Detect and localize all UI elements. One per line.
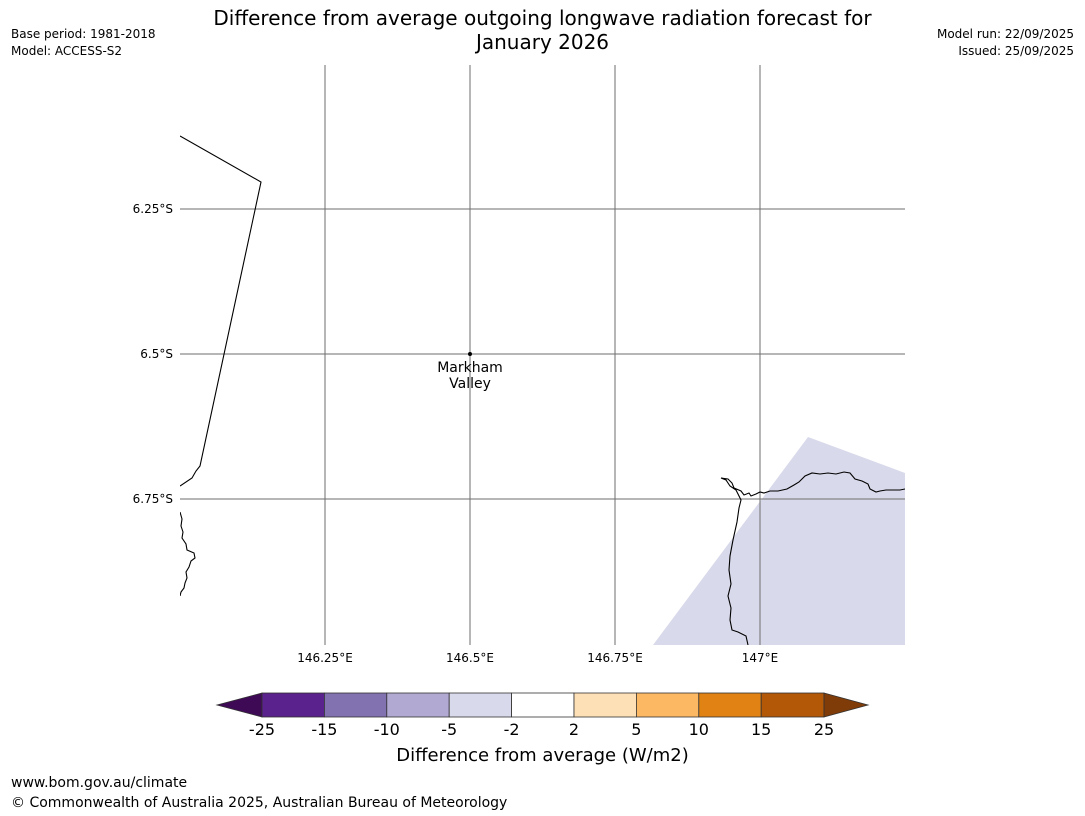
metadata-left: Base period: 1981-2018 Model: ACCESS-S2 [11, 26, 156, 60]
colorbar-extend-high [823, 692, 870, 718]
issued-date: Issued: 25/09/2025 [958, 44, 1074, 58]
colorbar-tick: -5 [441, 720, 458, 739]
place-name-line-2: Valley [449, 376, 491, 392]
model-run-date: Model run: 22/09/2025 [936, 27, 1074, 41]
colorbar-segment [760, 692, 825, 718]
province-boundary [180, 135, 262, 487]
lon-label-146-75e: 146.75°E [587, 651, 643, 665]
title-line-2: January 2026 [475, 30, 610, 54]
colorbar-tick: 15 [751, 720, 772, 739]
model-name: Model: ACCESS-S2 [11, 44, 123, 58]
base-period: Base period: 1981-2018 [11, 27, 156, 41]
title-line-1: Difference from average outgoing longwav… [213, 6, 872, 30]
coastline-east [720, 471, 905, 645]
gridlines [180, 65, 905, 645]
colorbar-segment [261, 692, 325, 718]
colorbar-tick: -25 [248, 720, 276, 739]
colorbar-segment [698, 692, 762, 718]
metadata-right: Model run: 22/09/2025 Issued: 25/09/2025 [937, 26, 1074, 60]
colorbar-segment [448, 692, 513, 718]
colorbar-tick: 10 [688, 720, 709, 739]
colorbar-segment [511, 692, 575, 718]
lat-label-6-75s: 6.75°S [132, 492, 173, 506]
colorbar-tick: 2 [568, 720, 580, 739]
lon-label-146-5e: 146.5°E [446, 651, 494, 665]
colorbar-label: Difference from average (W/m2) [396, 745, 689, 766]
colorbar-extend-low [215, 692, 263, 718]
lat-label-6-5s: 6.5°S [140, 347, 173, 361]
colorbar-segment [573, 692, 637, 718]
place-label: Markham Valley [420, 360, 520, 392]
colorbar-tick: 5 [631, 720, 642, 739]
forecast-region [653, 437, 905, 645]
place-marker [468, 352, 472, 356]
lon-label-146-25e: 146.25°E [297, 651, 353, 665]
lat-label-6-25s: 6.25°S [132, 202, 173, 216]
map-title: Difference from average outgoing longwav… [180, 6, 905, 54]
coastline-west [180, 511, 196, 597]
lon-label-147e: 147°E [741, 651, 779, 665]
colorbar-tick: 25 [813, 720, 835, 739]
colorbar-tick: -10 [373, 720, 400, 739]
colorbar-segment [323, 692, 388, 718]
colorbar-segment [636, 692, 700, 718]
colorbar-segment [386, 692, 450, 718]
colorbar [215, 692, 870, 718]
colorbar-tick: -2 [503, 720, 520, 739]
colorbar-tick: -15 [311, 720, 338, 739]
footer-url: www.bom.gov.au/climate [11, 775, 188, 791]
place-name-line-1: Markham [437, 360, 503, 376]
footer-copyright: © Commonwealth of Australia 2025, Austra… [11, 795, 508, 811]
